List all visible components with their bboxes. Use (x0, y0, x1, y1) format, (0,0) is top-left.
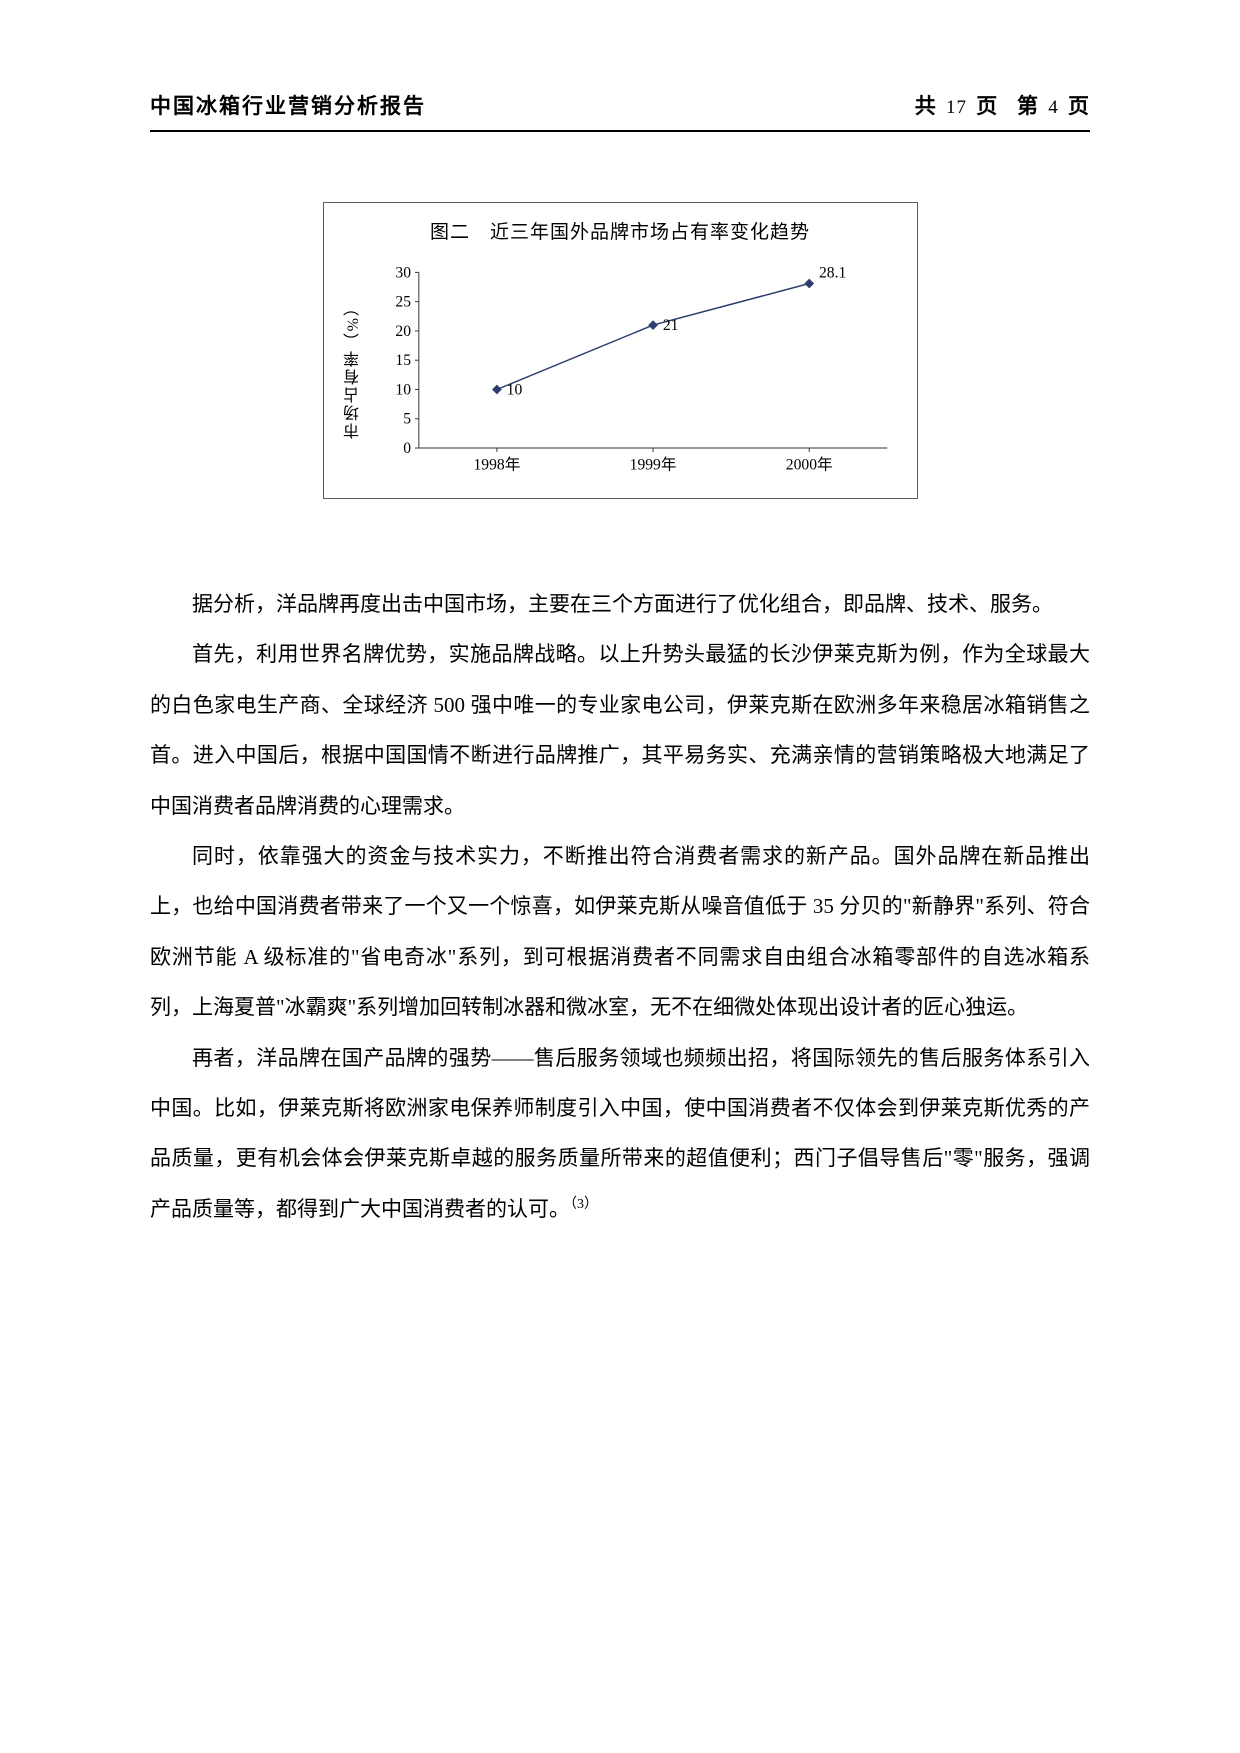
svg-text:20: 20 (395, 323, 411, 340)
page-header: 中国冰箱行业营销分析报告 共 17 页 第 4 页 (150, 90, 1090, 132)
chart-canvas: 0 5 10 15 20 25 30 1998年 1999年 2000年 10 21 28.1 (372, 258, 899, 480)
svg-text:1999年: 1999年 (629, 456, 676, 474)
svg-text:1998年: 1998年 (473, 456, 520, 474)
svg-text:5: 5 (403, 411, 411, 428)
chart-title: 图二 近三年国外品牌市场占有率变化趋势 (342, 217, 899, 244)
svg-text:21: 21 (662, 317, 678, 334)
svg-text:28.1: 28.1 (818, 265, 845, 282)
svg-text:25: 25 (395, 294, 411, 311)
paragraph-3: 同时，依靠强大的资金与技术实力，不断推出符合消费者需求的新产品。国外品牌在新品推… (150, 831, 1090, 1033)
svg-text:10: 10 (395, 381, 411, 398)
paragraph-4: 再者，洋品牌在国产品牌的强势——售后服务领域也频频出招，将国际领先的售后服务体系… (150, 1033, 1090, 1235)
svg-text:30: 30 (395, 264, 411, 281)
chart-y-axis-label: 市场占有率（%） (342, 298, 366, 439)
chart-figure-2: 图二 近三年国外品牌市场占有率变化趋势 市场占有率（%） 0 5 10 15 20 25 3… (323, 202, 918, 499)
svg-text:15: 15 (395, 352, 411, 369)
footnote-ref-3: （3） (570, 1197, 598, 1212)
paragraph-2: 首先，利用世界名牌优势，实施品牌战略。以上升势头最猛的长沙伊莱克斯为例，作为全球… (150, 629, 1090, 831)
body-text: 据分析，洋品牌再度出击中国市场，主要在三个方面进行了优化组合，即品牌、技术、服务… (150, 579, 1090, 1234)
paragraph-1: 据分析，洋品牌再度出击中国市场，主要在三个方面进行了优化组合，即品牌、技术、服务… (150, 579, 1090, 629)
page-indicator: 共 17 页 第 4 页 (915, 90, 1090, 120)
svg-text:10: 10 (506, 381, 522, 398)
svg-text:0: 0 (403, 440, 411, 457)
svg-text:2000年: 2000年 (785, 456, 832, 474)
doc-title: 中国冰箱行业营销分析报告 (150, 90, 426, 120)
